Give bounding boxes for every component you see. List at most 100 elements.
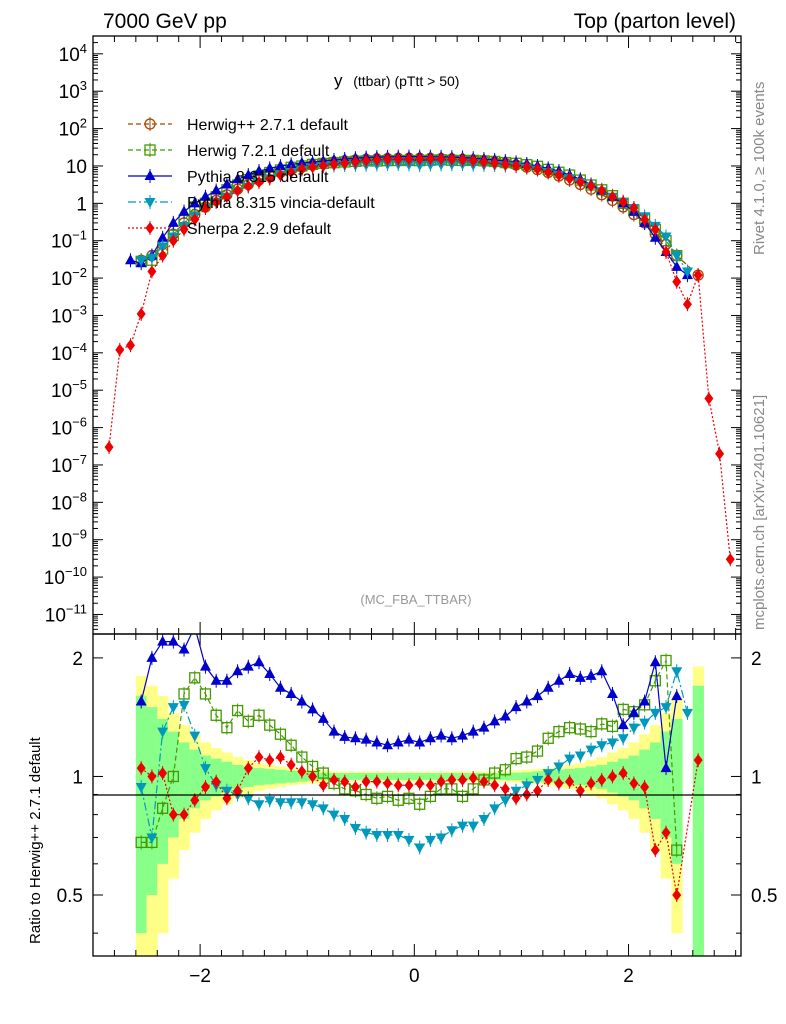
data-point (231, 704, 244, 717)
series-line (141, 163, 688, 272)
data-point (543, 166, 553, 179)
data-point (489, 804, 501, 815)
main-y-tick-label: 10−11 (45, 601, 87, 626)
data-point (403, 733, 415, 744)
data-point (328, 725, 340, 736)
data-point (317, 767, 329, 779)
data-point (168, 234, 178, 247)
ratio-y-axis: 0.5 0.5 1 1 2 2 (57, 649, 777, 934)
header-right: Top (parton level) (574, 10, 736, 33)
green-band-bin (167, 731, 180, 838)
data-point (693, 269, 703, 282)
data-point (285, 798, 297, 809)
data-point (179, 223, 189, 236)
ratio-y-tick-label: 1 (72, 767, 83, 788)
data-point (135, 783, 147, 794)
data-point (275, 751, 285, 764)
data-point (456, 790, 469, 803)
data-point (510, 752, 522, 765)
data-point (661, 826, 671, 839)
data-point (617, 734, 629, 745)
data-point (479, 155, 489, 168)
series-pythia-8-315-default (135, 634, 683, 776)
data-point (329, 773, 339, 786)
data-point (308, 161, 318, 174)
x-tick-label: 2 (623, 966, 634, 987)
data-point (286, 166, 296, 179)
legend-item-herwig-7-2-1-default: Herwig 7.2.1 default (128, 143, 330, 160)
data-point (565, 172, 575, 185)
data-point (606, 738, 618, 749)
green-band-bin (242, 766, 255, 788)
main-y-tick-label: 10−2 (51, 265, 87, 290)
data-point (682, 298, 692, 311)
data-point (167, 703, 179, 714)
data-point (135, 256, 147, 267)
data-point (360, 828, 372, 839)
data-point (317, 804, 329, 815)
green-band-bin (403, 773, 415, 780)
data-point (586, 777, 596, 790)
data-point (233, 784, 243, 797)
data-point (661, 245, 671, 258)
legend-marker (145, 222, 155, 234)
data-point (671, 844, 683, 856)
data-point (681, 708, 693, 719)
data-point (628, 706, 640, 717)
data-point (210, 674, 222, 685)
data-point (500, 782, 510, 795)
green-band-bin (275, 769, 287, 784)
main-y-tick-label: 103 (59, 78, 87, 103)
data-point (382, 739, 394, 750)
data-point (274, 160, 286, 171)
data-point (264, 719, 276, 731)
data-point (135, 695, 147, 706)
data-point (372, 153, 382, 166)
data-point (264, 796, 276, 807)
green-band-bin (639, 749, 651, 809)
data-point (564, 668, 576, 679)
data-point (146, 253, 158, 264)
data-point (340, 156, 350, 169)
data-point (574, 723, 586, 735)
data-point (308, 770, 318, 783)
data-point (649, 231, 661, 242)
data-point (125, 339, 135, 352)
data-point (393, 153, 403, 166)
data-point (339, 814, 351, 825)
data-point (189, 197, 201, 208)
legend-item-pythia-8-315-default: Pythia 8.315 default (128, 169, 329, 186)
main-y-tick-label: 10−8 (51, 489, 87, 514)
data-point (285, 687, 297, 698)
data-point (553, 762, 565, 773)
data-point (136, 307, 146, 320)
data-point (531, 775, 543, 786)
ratio-y-label: Ratio to Herwig++ 2.7.1 default (27, 736, 44, 944)
data-point (660, 762, 672, 773)
main-y-tick-label: 10−1 (51, 228, 87, 253)
data-point (596, 665, 608, 676)
green-band-bin (574, 768, 587, 786)
data-point (190, 213, 200, 226)
data-point (275, 169, 285, 182)
data-point (553, 674, 565, 685)
legend-marker (144, 144, 156, 156)
data-point (693, 754, 703, 767)
data-point (361, 775, 371, 788)
green-band-bin (425, 773, 437, 780)
data-point (243, 180, 253, 193)
main-y-tick-label: 10−3 (51, 302, 87, 327)
data-point (404, 779, 414, 792)
data-point (671, 260, 683, 271)
data-point (124, 254, 136, 265)
data-point (499, 764, 512, 776)
data-point (640, 781, 650, 794)
green-band-bin (264, 768, 276, 785)
green-band-bin (510, 772, 522, 781)
data-point (629, 777, 639, 790)
data-point (339, 730, 351, 741)
data-point (372, 775, 382, 788)
data-point (489, 715, 501, 726)
data-point (135, 836, 147, 849)
data-point (265, 172, 275, 185)
